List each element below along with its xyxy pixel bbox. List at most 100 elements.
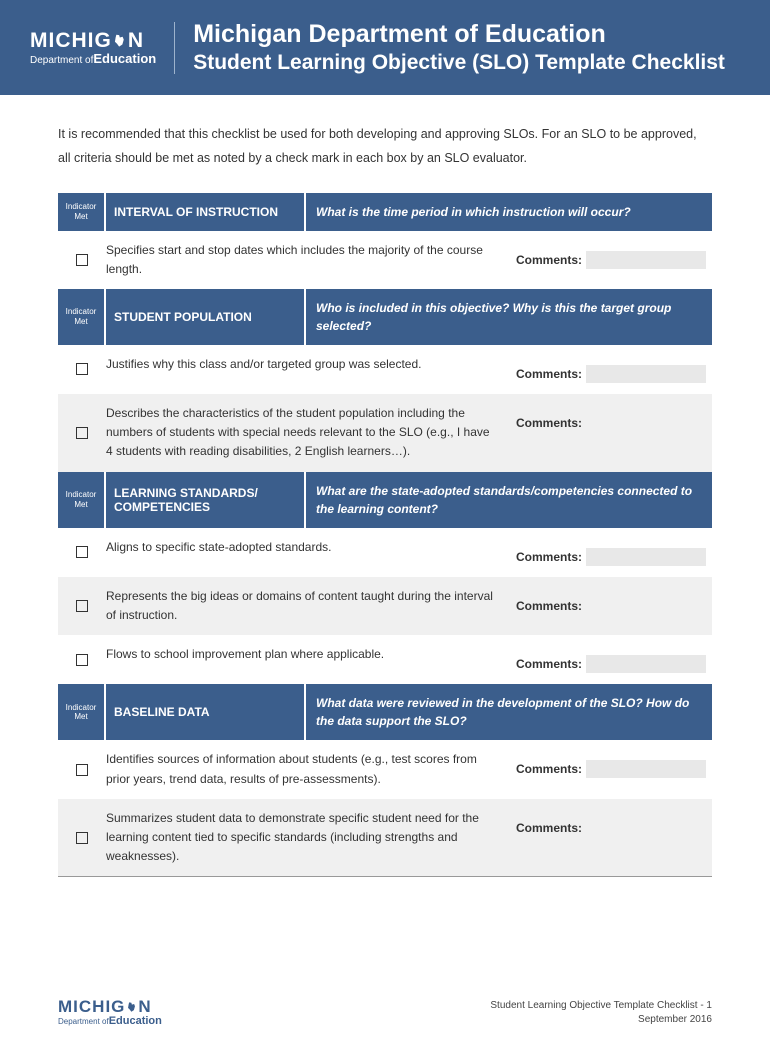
comments-input[interactable]: [586, 597, 706, 615]
checklist-row: Identifies sources of information about …: [58, 740, 712, 798]
indicator-cell: [58, 799, 106, 877]
section-header: IndicatorMetSTUDENT POPULATIONWho is inc…: [58, 289, 712, 345]
row-description: Represents the big ideas or domains of c…: [106, 587, 516, 625]
row-description: Aligns to specific state-adopted standar…: [106, 538, 516, 557]
row-description: Summarizes student data to demonstrate s…: [106, 809, 516, 867]
row-description: Describes the characteristics of the stu…: [106, 404, 516, 462]
row-body: Justifies why this class and/or targeted…: [106, 345, 712, 394]
checklist-row: Specifies start and stop dates which inc…: [58, 231, 712, 289]
section-header: IndicatorMetBASELINE DATAWhat data were …: [58, 684, 712, 740]
footer-right: Student Learning Objective Template Chec…: [490, 999, 712, 1027]
section-question: What is the time period in which instruc…: [306, 193, 712, 231]
row-body: Represents the big ideas or domains of c…: [106, 577, 712, 635]
indicator-header: IndicatorMet: [58, 289, 106, 345]
indicator-cell: [58, 635, 106, 684]
header-text: Michigan Department of Education Student…: [193, 20, 725, 75]
section-header: IndicatorMetINTERVAL OF INSTRUCTIONWhat …: [58, 193, 712, 231]
checklist-row: Flows to school improvement plan where a…: [58, 635, 712, 684]
checkbox[interactable]: [76, 546, 88, 558]
checklist-row: Justifies why this class and/or targeted…: [58, 345, 712, 394]
footer-logo: MICHIGN Department ofEducation: [58, 997, 162, 1027]
row-description: Justifies why this class and/or targeted…: [106, 355, 516, 374]
logo-main: MICHIGN: [30, 29, 156, 53]
row-body: Summarizes student data to demonstrate s…: [106, 799, 712, 877]
section-question: What data were reviewed in the developme…: [306, 684, 712, 740]
sections-container: IndicatorMetINTERVAL OF INSTRUCTIONWhat …: [58, 193, 712, 877]
intro-text: It is recommended that this checklist be…: [58, 123, 712, 171]
comments-label: Comments:: [516, 414, 582, 433]
indicator-cell: [58, 345, 106, 394]
row-body: Flows to school improvement plan where a…: [106, 635, 712, 684]
header-subtitle: Student Learning Objective (SLO) Templat…: [193, 51, 725, 75]
indicator-header: IndicatorMet: [58, 193, 106, 231]
footer-doc-title: Student Learning Objective Template Chec…: [490, 999, 712, 1013]
checkbox[interactable]: [76, 600, 88, 612]
logo-sub: Department ofEducation: [30, 51, 156, 66]
indicator-cell: [58, 528, 106, 577]
comments-cell: Comments:: [516, 809, 706, 838]
checkbox[interactable]: [76, 832, 88, 844]
comments-label: Comments:: [516, 819, 582, 838]
row-body: Aligns to specific state-adopted standar…: [106, 528, 712, 577]
comments-input[interactable]: [586, 760, 706, 778]
checklist-row: Represents the big ideas or domains of c…: [58, 577, 712, 635]
footer: MICHIGN Department ofEducation Student L…: [0, 997, 770, 1051]
comments-label: Comments:: [516, 597, 582, 616]
section-title: LEARNING STANDARDS/ COMPETENCIES: [106, 472, 306, 528]
section-question: Who is included in this objective? Why i…: [306, 289, 712, 345]
section-title: INTERVAL OF INSTRUCTION: [106, 193, 306, 231]
comments-input[interactable]: [586, 655, 706, 673]
row-body: Identifies sources of information about …: [106, 740, 712, 798]
comments-input[interactable]: [586, 251, 706, 269]
checkbox[interactable]: [76, 427, 88, 439]
footer-wrap: [0, 876, 770, 877]
section-header: IndicatorMetLEARNING STANDARDS/ COMPETEN…: [58, 472, 712, 528]
footer-divider: [58, 876, 712, 877]
checkbox[interactable]: [76, 764, 88, 776]
row-description: Flows to school improvement plan where a…: [106, 645, 516, 664]
checkbox[interactable]: [76, 654, 88, 666]
row-description: Identifies sources of information about …: [106, 750, 516, 788]
comments-input[interactable]: [586, 414, 706, 432]
indicator-header: IndicatorMet: [58, 684, 106, 740]
comments-cell: Comments:: [516, 750, 706, 779]
footer-logo-sub: Department ofEducation: [58, 1015, 162, 1027]
comments-input[interactable]: [586, 548, 706, 566]
footer-date: September 2016: [490, 1013, 712, 1027]
section-title: STUDENT POPULATION: [106, 289, 306, 345]
checklist-row: Aligns to specific state-adopted standar…: [58, 528, 712, 577]
comments-cell: Comments:: [516, 587, 706, 616]
checklist-row: Describes the characteristics of the stu…: [58, 394, 712, 472]
section-title: BASELINE DATA: [106, 684, 306, 740]
logo: MICHIGN Department ofEducation: [30, 29, 156, 66]
logo-divider: [174, 22, 175, 74]
comments-cell: Comments:: [516, 355, 706, 384]
comments-label: Comments:: [516, 251, 582, 270]
content: It is recommended that this checklist be…: [0, 95, 770, 876]
row-body: Describes the characteristics of the stu…: [106, 394, 712, 472]
indicator-cell: [58, 394, 106, 472]
comments-cell: Comments:: [516, 538, 706, 567]
comments-cell: Comments:: [516, 241, 706, 270]
michigan-state-icon: [126, 1002, 137, 1013]
comments-cell: Comments:: [516, 404, 706, 433]
comments-cell: Comments:: [516, 645, 706, 674]
indicator-cell: [58, 577, 106, 635]
indicator-header: IndicatorMet: [58, 472, 106, 528]
indicator-cell: [58, 740, 106, 798]
comments-label: Comments:: [516, 760, 582, 779]
footer-logo-main: MICHIGN: [58, 997, 162, 1017]
comments-input[interactable]: [586, 365, 706, 383]
row-body: Specifies start and stop dates which inc…: [106, 231, 712, 289]
checklist-row: Summarizes student data to demonstrate s…: [58, 799, 712, 877]
header-title: Michigan Department of Education: [193, 20, 725, 49]
comments-input[interactable]: [586, 819, 706, 837]
section-question: What are the state-adopted standards/com…: [306, 472, 712, 528]
comments-label: Comments:: [516, 365, 582, 384]
michigan-state-icon: [113, 34, 127, 48]
comments-label: Comments:: [516, 548, 582, 567]
row-description: Specifies start and stop dates which inc…: [106, 241, 516, 279]
checkbox[interactable]: [76, 254, 88, 266]
page-header: MICHIGN Department ofEducation Michigan …: [0, 0, 770, 95]
checkbox[interactable]: [76, 363, 88, 375]
